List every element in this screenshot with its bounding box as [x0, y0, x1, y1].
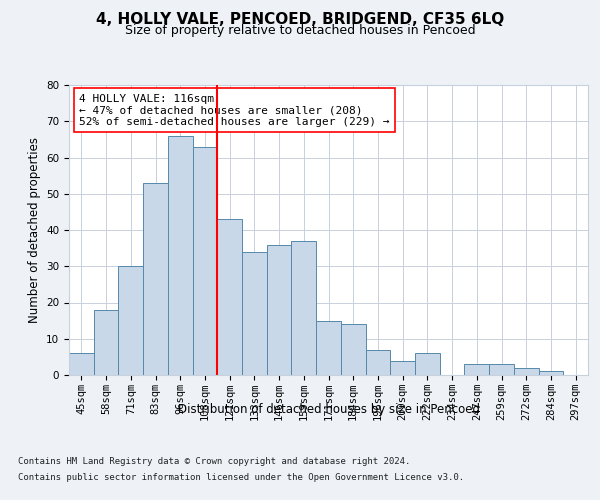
- Text: 4 HOLLY VALE: 116sqm
← 47% of detached houses are smaller (208)
52% of semi-deta: 4 HOLLY VALE: 116sqm ← 47% of detached h…: [79, 94, 390, 127]
- Text: Contains public sector information licensed under the Open Government Licence v3: Contains public sector information licen…: [18, 472, 464, 482]
- Text: Contains HM Land Registry data © Crown copyright and database right 2024.: Contains HM Land Registry data © Crown c…: [18, 458, 410, 466]
- Bar: [242, 252, 267, 375]
- Bar: [489, 364, 514, 375]
- Bar: [168, 136, 193, 375]
- Bar: [118, 266, 143, 375]
- Text: Distribution of detached houses by size in Pencoed: Distribution of detached houses by size …: [178, 402, 480, 415]
- Bar: [292, 241, 316, 375]
- Bar: [514, 368, 539, 375]
- Y-axis label: Number of detached properties: Number of detached properties: [28, 137, 41, 323]
- Bar: [217, 219, 242, 375]
- Bar: [316, 320, 341, 375]
- Bar: [267, 244, 292, 375]
- Bar: [415, 353, 440, 375]
- Bar: [365, 350, 390, 375]
- Bar: [69, 353, 94, 375]
- Bar: [341, 324, 365, 375]
- Bar: [464, 364, 489, 375]
- Text: Size of property relative to detached houses in Pencoed: Size of property relative to detached ho…: [125, 24, 475, 37]
- Bar: [539, 372, 563, 375]
- Bar: [193, 146, 217, 375]
- Bar: [390, 360, 415, 375]
- Text: 4, HOLLY VALE, PENCOED, BRIDGEND, CF35 6LQ: 4, HOLLY VALE, PENCOED, BRIDGEND, CF35 6…: [96, 12, 504, 28]
- Bar: [94, 310, 118, 375]
- Bar: [143, 183, 168, 375]
